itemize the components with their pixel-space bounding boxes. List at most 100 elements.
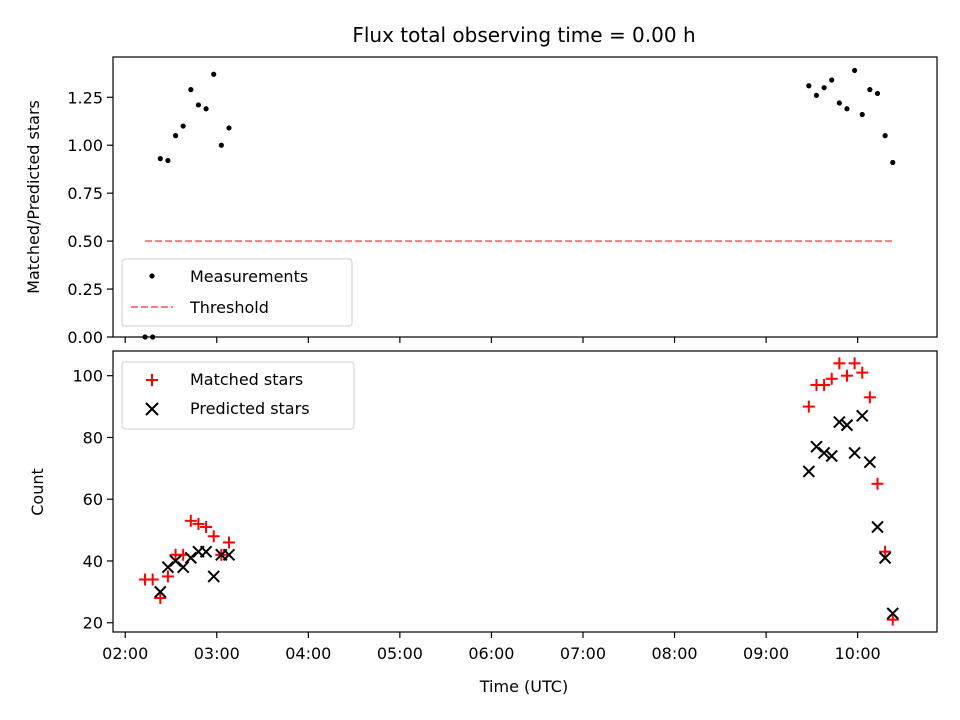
measurement-point xyxy=(821,85,827,91)
legend-measurements-label: Measurements xyxy=(190,267,308,286)
matched-star-point xyxy=(886,613,899,626)
bottom-x-tick-label: 10:00 xyxy=(835,644,881,663)
legend-measurements-marker xyxy=(149,273,155,279)
top-y-tick-label: 1.25 xyxy=(67,88,103,107)
predicted-star-point xyxy=(154,585,167,599)
measurement-point xyxy=(829,77,835,83)
bottom-x-ticks: 02:00 03:00 04:00 05:00 06:00 07:00 08:00 09:00… xyxy=(102,632,881,663)
bottom-y-tick-label: 60 xyxy=(83,490,103,509)
predicted-star-point xyxy=(199,545,213,558)
matched-star-point xyxy=(154,592,167,605)
bottom-xlabel: Time (UTC) xyxy=(479,677,568,696)
matched-star-point xyxy=(879,545,892,558)
matched-star-point xyxy=(825,372,838,385)
legend-matched-label: Matched stars xyxy=(190,370,303,389)
predicted-star-point xyxy=(810,440,823,453)
bottom-y-ticks: 20 40 60 80 100 xyxy=(72,367,113,633)
matched-star-point xyxy=(146,573,159,586)
measurement-point xyxy=(890,159,896,166)
legend-predicted-marker xyxy=(145,402,159,416)
matched-star-point xyxy=(222,536,235,549)
top-y-tick-label: 0.50 xyxy=(67,232,103,251)
measurement-point xyxy=(172,133,179,139)
measurement-point xyxy=(874,90,881,97)
predicted-star-point xyxy=(184,551,198,565)
predicted-star-point xyxy=(161,560,175,574)
measurement-point xyxy=(203,106,209,112)
measurement-point xyxy=(844,106,850,112)
measurement-point xyxy=(226,125,232,131)
matched-star-point xyxy=(818,378,831,391)
legend-matched-marker xyxy=(146,374,158,386)
predicted-star-point xyxy=(871,520,884,534)
top-legend-box xyxy=(121,258,353,327)
predicted-star-point xyxy=(848,446,861,460)
legend-predicted-label: Predicted stars xyxy=(190,399,310,418)
measurement-point xyxy=(836,100,842,106)
predicted-star-point xyxy=(856,409,869,423)
measurement-point xyxy=(867,87,873,93)
bottom-panel: Count Time (UTC) 20 40 60 80 100 02:00 03:00 0… xyxy=(28,350,938,696)
bottom-x-tick-label: 03:00 xyxy=(194,644,240,663)
predicted-star-point xyxy=(886,607,899,620)
top-title: Flux total observing time = 0.00 h xyxy=(352,23,695,47)
matched-star-point xyxy=(184,514,197,527)
top-legend: Measurements Threshold xyxy=(121,258,353,327)
measurement-point xyxy=(195,102,202,108)
bottom-y-tick-label: 40 xyxy=(83,552,103,571)
predicted-star-point xyxy=(169,554,182,568)
predicted-star-point xyxy=(863,455,877,469)
bottom-plot-marks xyxy=(139,357,899,626)
matched-star-point xyxy=(848,357,861,370)
top-x-ticks xyxy=(124,337,859,343)
measurement-point xyxy=(806,83,812,89)
bottom-ylabel: Count xyxy=(28,468,47,516)
matched-star-point xyxy=(802,400,815,413)
matched-star-point xyxy=(192,517,205,530)
bottom-x-tick-label: 09:00 xyxy=(743,644,789,663)
matched-star-point xyxy=(200,521,213,534)
measurement-point xyxy=(157,156,163,162)
predicted-star-point xyxy=(833,415,846,429)
bottom-y-tick-label: 100 xyxy=(72,367,103,386)
top-y-tick-label: 0.25 xyxy=(67,280,103,299)
bottom-legend: Matched stars Predicted stars xyxy=(121,361,355,430)
matched-star-point xyxy=(856,366,869,379)
predicted-star-point xyxy=(176,560,190,574)
measurement-point xyxy=(852,67,858,74)
bottom-x-tick-label: 05:00 xyxy=(377,644,423,663)
predicted-star-point xyxy=(222,548,236,562)
matched-star-point xyxy=(161,570,174,583)
matched-star-point xyxy=(840,369,853,382)
matched-star-point xyxy=(207,530,220,543)
bottom-legend-box xyxy=(121,361,355,430)
top-axes-frame xyxy=(112,56,938,338)
matched-star-point xyxy=(833,357,846,370)
measurement-point xyxy=(180,123,186,129)
measurement-point xyxy=(218,142,224,148)
bottom-axes-frame xyxy=(112,350,938,633)
top-y-tick-label: 0.00 xyxy=(67,328,103,347)
bottom-y-tick-label: 80 xyxy=(83,428,103,447)
measurement-point xyxy=(882,133,888,139)
predicted-star-point xyxy=(825,449,838,463)
measurement-point xyxy=(859,111,865,118)
matched-star-point xyxy=(863,391,876,404)
top-panel: Flux total observing time = 0.00 h Match… xyxy=(24,23,938,347)
measurement-point xyxy=(188,87,194,93)
bottom-y-tick-label: 20 xyxy=(83,614,103,633)
measurement-point xyxy=(211,71,217,77)
measurement-point xyxy=(813,92,820,98)
top-plot-marks xyxy=(142,67,896,340)
predicted-star-point xyxy=(802,465,816,478)
predicted-star-point xyxy=(840,418,854,432)
bottom-x-tick-label: 06:00 xyxy=(468,644,514,663)
top-ylabel: Matched/Predicted stars xyxy=(24,100,43,294)
matched-star-point xyxy=(871,477,884,490)
bottom-x-tick-label: 02:00 xyxy=(102,644,148,663)
bottom-x-tick-label: 04:00 xyxy=(285,644,331,663)
predicted-star-point xyxy=(207,570,220,583)
measurement-point xyxy=(165,157,171,164)
bottom-x-tick-label: 07:00 xyxy=(560,644,606,663)
